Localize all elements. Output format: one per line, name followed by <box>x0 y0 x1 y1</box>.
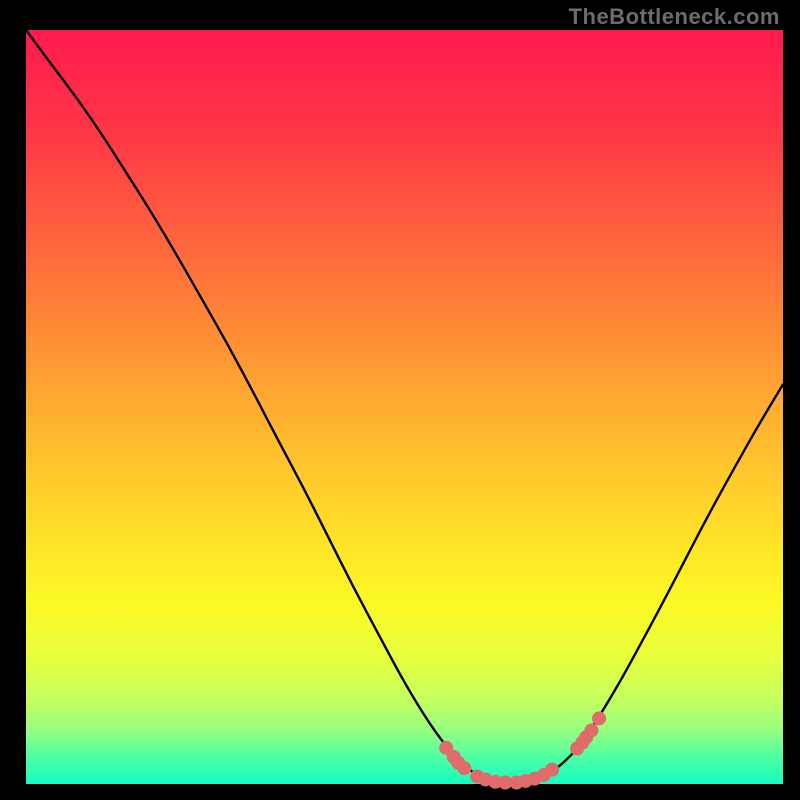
scatter-point <box>584 723 598 737</box>
scatter-point <box>592 711 606 725</box>
scatter-point <box>457 761 471 775</box>
bottleneck-curve <box>26 30 783 783</box>
chart-svg <box>0 0 800 800</box>
watermark-text: TheBottleneck.com <box>569 4 780 30</box>
scatter-point <box>545 763 559 777</box>
